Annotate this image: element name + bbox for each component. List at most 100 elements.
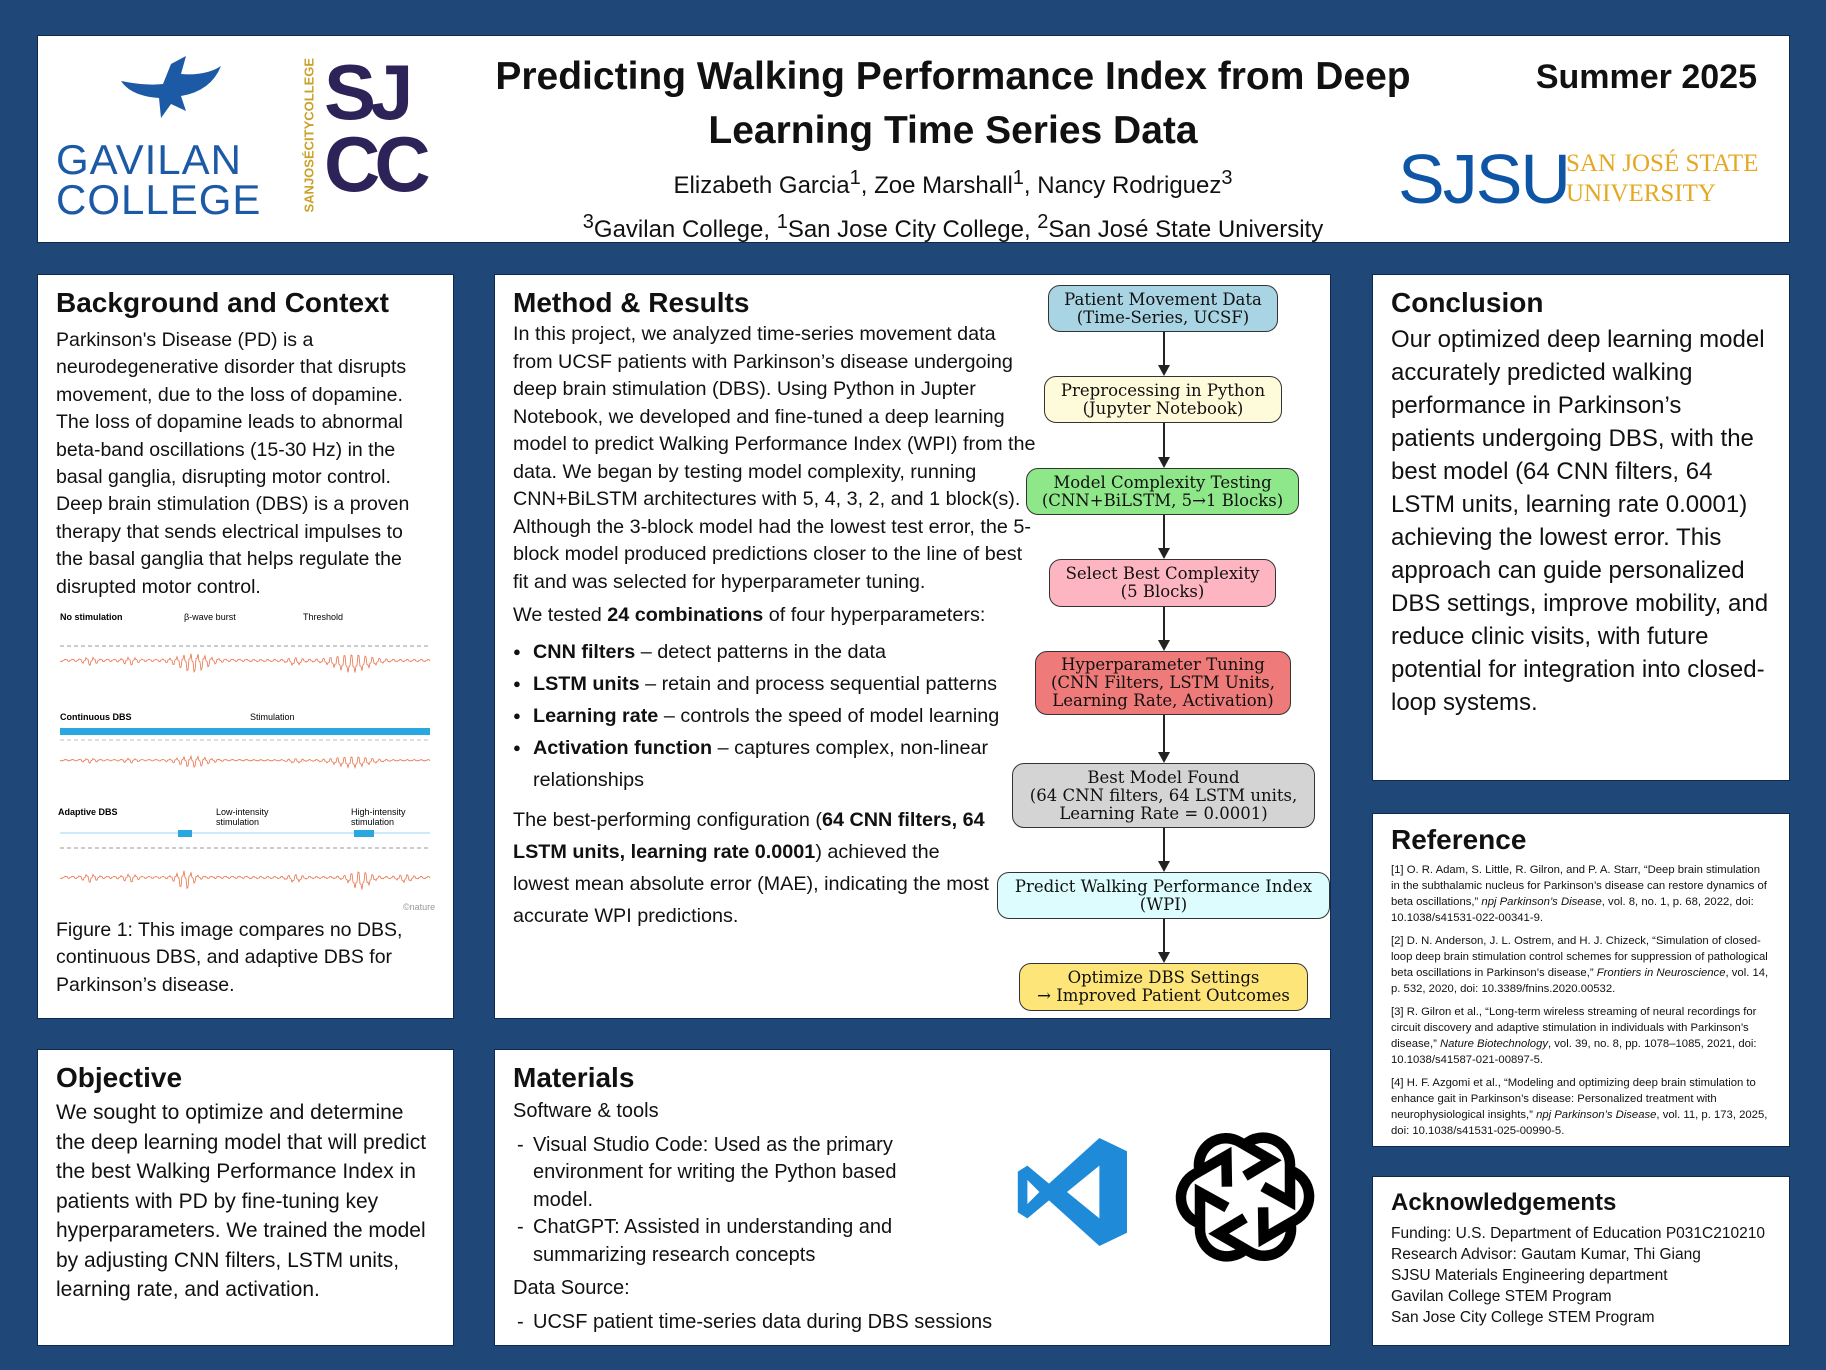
- wave-trace: [60, 754, 431, 770]
- stimulation-bar: [60, 728, 430, 736]
- conclusion-heading: Conclusion: [1391, 287, 1544, 318]
- label-high-1: High-intensity: [351, 807, 406, 817]
- affiliation: San Jose City College: [787, 216, 1024, 243]
- list-item: ChatGPT: Assisted in understanding and s…: [513, 1214, 953, 1269]
- flow-arrow: [1158, 515, 1170, 559]
- sjcc-letters-2: CC: [324, 120, 431, 208]
- wave-trace: [60, 653, 431, 674]
- sjsu-letters: SJSU: [1398, 140, 1571, 218]
- flow-step-line: (CNN+BiLSTM, 5→1 Blocks): [1041, 490, 1284, 510]
- ack-line: Gavilan College STEM Program: [1391, 1288, 1612, 1305]
- sjsu-name-2: UNIVERSITY: [1566, 180, 1716, 207]
- flow-step: Preprocessing in Python (Jupyter Notebook…: [1044, 376, 1282, 423]
- flow-step-line: Optimize DBS Settings: [1067, 968, 1260, 987]
- sjcc-side-text: SANJOSÉCITYCOLLEGE: [301, 57, 317, 213]
- flow-step-line: (Jupyter Notebook): [1082, 398, 1244, 418]
- conclusion-panel: Conclusion Our optimized deep learning m…: [1372, 274, 1790, 781]
- tested-line: We tested 24 combinations of four hyperp…: [513, 604, 986, 626]
- flow-step-line: Learning Rate, Activation): [1052, 691, 1274, 710]
- acknowledgements-heading: Acknowledgements: [1391, 1189, 1617, 1216]
- flow-step: Model Complexity Testing (CNN+BiLSTM, 5→1…: [1026, 468, 1299, 515]
- sjcc-logo: SANJOSÉCITYCOLLEGE SJ CC: [296, 52, 431, 225]
- flow-arrow: [1158, 828, 1170, 872]
- method-heading: Method & Results: [513, 287, 750, 318]
- conclusion-text: Our optimized deep learning model accura…: [1391, 326, 1769, 716]
- affiliation: Gavilan College: [593, 216, 764, 243]
- high-stim-block: [354, 830, 374, 838]
- ack-line: Funding: U.S. Department of Education P0…: [1391, 1225, 1765, 1242]
- author-name: Nancy Rodriguez: [1037, 172, 1222, 199]
- author-name: Zoe Marshall: [874, 172, 1013, 199]
- label-adaptive: Adaptive DBS: [58, 807, 118, 817]
- bird-icon: [121, 56, 221, 118]
- label-no-stim: No stimulation: [60, 612, 123, 622]
- chatgpt-logo: [1170, 1122, 1320, 1272]
- flow-step-line: Predict Walking Performance Index: [1014, 876, 1313, 896]
- flow-step-line: (WPI): [1139, 894, 1188, 914]
- ack-line: Research Advisor: Gautam Kumar, Thi Gian…: [1391, 1246, 1701, 1263]
- label-continuous: Continuous DBS: [60, 712, 132, 722]
- flow-arrow: [1158, 715, 1170, 763]
- reference-item: [1] O. R. Adam, S. Little, R. Gilron, an…: [1391, 864, 1767, 924]
- materials-panel: Materials Software & tools Visual Studio…: [494, 1049, 1331, 1346]
- list-item: Activation function – captures complex, …: [513, 732, 1038, 796]
- objective-text: We sought to optimize and determine the …: [56, 1101, 427, 1301]
- flow-step-line: Preprocessing in Python: [1060, 380, 1266, 400]
- flow-step-line: Best Model Found: [1087, 767, 1240, 787]
- flow-arrow: [1158, 332, 1170, 376]
- flow-step-line: Model Complexity Testing: [1053, 472, 1272, 492]
- data-source-label: Data Source:: [513, 1277, 630, 1299]
- flow-step-line: (64 CNN filters, 64 LSTM units,: [1029, 785, 1298, 805]
- background-text: Parkinson's Disease (PD) is a neurodegen…: [56, 329, 410, 598]
- credit: ©nature: [403, 902, 435, 912]
- sjsu-name-1: SAN JOSÉ STATE: [1566, 150, 1759, 177]
- author-name: Elizabeth Garcia: [673, 172, 850, 199]
- list-item: CNN filters – detect patterns in the dat…: [513, 636, 1038, 668]
- flow-step-line: Patient Movement Data: [1064, 289, 1262, 309]
- flow-arrow: [1158, 423, 1170, 468]
- label-stimulation: Stimulation: [250, 712, 295, 722]
- objective-heading: Objective: [56, 1062, 183, 1093]
- flow-step: Patient Movement Data (Time-Series, UCSF): [1048, 285, 1278, 332]
- flow-step-line: Select Best Complexity: [1065, 564, 1260, 583]
- list-item: LSTM units – retain and process sequenti…: [513, 668, 1038, 700]
- gavilan-college-logo: GAVILAN COLLEGE: [56, 56, 260, 226]
- label-high-2: stimulation: [351, 817, 394, 827]
- label-low-1: Low-intensity: [216, 807, 269, 817]
- affiliation: San José State University: [1048, 216, 1324, 243]
- authors: Elizabeth Garcia1, Zoe Marshall1, Nancy …: [582, 167, 1324, 243]
- background-panel: Background and Context Parkinson's Disea…: [37, 274, 454, 1019]
- ack-line: San Jose City College STEM Program: [1391, 1309, 1655, 1326]
- flow-step: Hyperparameter Tuning (CNN Filters, LSTM …: [1035, 651, 1291, 715]
- list-item: Learning rate – controls the speed of mo…: [513, 700, 1038, 732]
- flow-step-line: Hyperparameter Tuning: [1061, 655, 1265, 674]
- gavilan-word-1: GAVILAN: [56, 136, 242, 183]
- acknowledgements-panel: Acknowledgements Funding: U.S. Departmen…: [1372, 1176, 1790, 1346]
- flow-step: Optimize DBS Settings → Improved Patient …: [1019, 963, 1308, 1011]
- gavilan-word-2: COLLEGE: [56, 176, 262, 223]
- reference-item: [2] D. N. Anderson, J. L. Ostrem, and H.…: [1391, 935, 1769, 995]
- list-item: Visual Studio Code: Used as the primary …: [513, 1132, 953, 1215]
- label-low-2: stimulation: [216, 817, 259, 827]
- reference-item: [4] H. F. Azgomi et al., “Modeling and o…: [1391, 1077, 1768, 1137]
- figure-caption: Figure 1: This image compares no DBS, co…: [56, 919, 403, 996]
- ack-line: SJSU Materials Engineering department: [1391, 1267, 1668, 1284]
- dbs-figure: No stimulation β-wave burst Threshold Co…: [58, 612, 435, 912]
- flow-step: Best Model Found (64 CNN filters, 64 LSTM…: [1012, 763, 1315, 828]
- flow-step: Predict Walking Performance Index (WPI): [997, 872, 1330, 919]
- flow-step: Select Best Complexity (5 Blocks): [1049, 559, 1276, 607]
- season: Summer 2025: [1535, 58, 1757, 96]
- flow-step-line: (5 Blocks): [1120, 582, 1205, 601]
- low-stim-block: [178, 830, 192, 838]
- flow-arrow: [1158, 607, 1170, 651]
- label-threshold: Threshold: [303, 612, 343, 622]
- list-item: UCSF patient time-series data during DBS…: [513, 1309, 1033, 1337]
- wave-trace: [60, 870, 431, 890]
- software-label: Software & tools: [513, 1100, 659, 1122]
- flow-arrow: [1158, 919, 1170, 963]
- sjcc-letters-1: SJ: [324, 48, 413, 136]
- reference-panel: Reference [1] O. R. Adam, S. Little, R. …: [1372, 813, 1790, 1147]
- materials-heading: Materials: [513, 1062, 635, 1093]
- method-panel: Method & Results In this project, we ana…: [494, 274, 1331, 1019]
- header: GAVILAN COLLEGE SANJOSÉCITYCOLLEGE SJ CC…: [37, 35, 1790, 243]
